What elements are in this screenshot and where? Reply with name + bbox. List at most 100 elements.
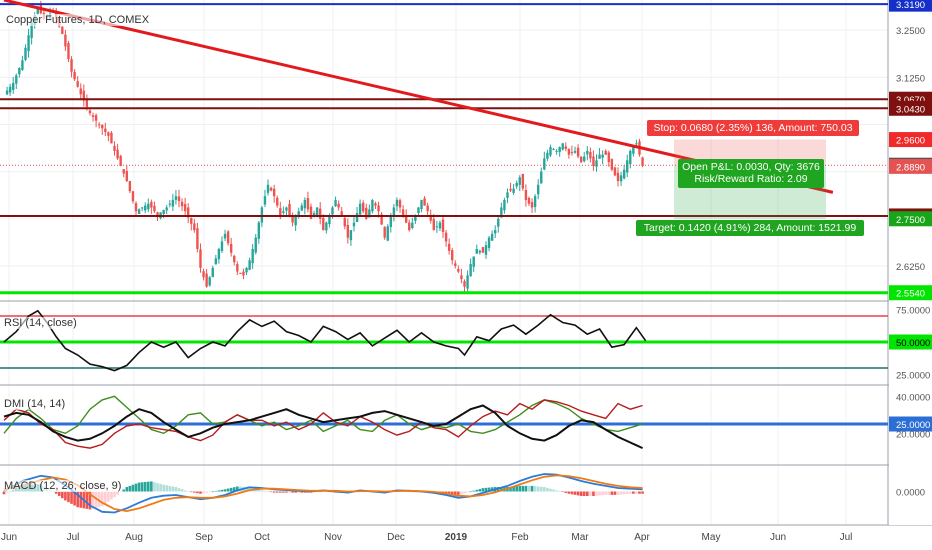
macd-histogram-bar — [73, 491, 76, 506]
target-label-text-0: Target: 0.1420 (4.91%) 284, Amount: 1521… — [644, 222, 857, 234]
candle-body — [368, 209, 371, 218]
candle-body — [202, 271, 205, 278]
candle-body — [546, 152, 549, 159]
macd-histogram-bar — [177, 488, 181, 492]
pnl-label-box — [678, 159, 824, 188]
candle-body — [211, 267, 214, 278]
macd-histogram-bar — [457, 491, 460, 495]
candle-body — [518, 177, 521, 185]
macd-histogram-bar — [536, 486, 540, 492]
candle-body — [540, 171, 543, 184]
candle-body — [598, 154, 601, 159]
candle-body — [398, 200, 402, 208]
macd-histogram-bar — [579, 491, 583, 496]
candle-body — [466, 275, 469, 289]
macd-histogram-bar — [85, 491, 89, 509]
macd-histogram-bar — [174, 487, 178, 492]
macd-title: MACD (12, 26, close, 9) — [4, 480, 122, 492]
candle-body — [371, 199, 374, 212]
macd-histogram-bar — [288, 491, 291, 493]
stop-label-text-0: Stop: 0.0680 (2.35%) 136, Amount: 750.03 — [653, 122, 852, 134]
candle-body — [334, 199, 337, 207]
candle-body — [67, 43, 70, 60]
macd-histogram-bar — [515, 486, 518, 492]
candle-body — [245, 267, 248, 273]
macd-histogram-bar — [226, 488, 230, 492]
macd-histogram-bar — [272, 491, 276, 493]
dmi-pane[interactable] — [0, 395, 888, 450]
candle-body — [441, 219, 445, 232]
candle-body — [512, 188, 515, 193]
candle-body — [641, 157, 644, 166]
macd-histogram-bar — [484, 487, 488, 492]
candle-body — [312, 213, 316, 216]
candle-body — [306, 198, 310, 210]
macd-histogram-bar — [533, 486, 537, 492]
rsi-badge-bg — [889, 334, 932, 350]
candle-body — [12, 82, 15, 90]
rsi-title: RSI (14, close) — [4, 317, 77, 329]
candle-body — [266, 184, 270, 193]
macd-histogram-bar — [196, 491, 199, 494]
macd-histogram-bar — [217, 490, 221, 492]
candle-body — [346, 225, 350, 238]
macd-histogram-bar — [236, 486, 239, 492]
macd-histogram-bar — [638, 491, 641, 494]
macd-histogram-bar — [88, 491, 92, 510]
candle-body — [570, 152, 574, 154]
price-pane[interactable] — [0, 0, 888, 295]
level-badge-3.3190-bg — [889, 0, 932, 12]
candle-body — [36, 7, 39, 14]
price-tick: 2.6250 — [896, 262, 925, 273]
candle-body — [567, 148, 571, 155]
dmi-badge: 25.0000 — [896, 420, 930, 431]
time-axis[interactable]: Jun Jul Aug Sep Oct Nov Dec 2019 Feb Mar Apr May Jun… — [1, 532, 852, 543]
candle-body — [524, 190, 528, 200]
candle-body — [199, 249, 202, 268]
candle-body — [377, 205, 380, 212]
candle-body — [438, 222, 442, 229]
candle-body — [94, 115, 98, 121]
macd-histogram-bar — [279, 491, 282, 493]
candle-body — [361, 202, 365, 212]
macd-histogram-bar — [104, 491, 107, 504]
macd-pane[interactable] — [2, 473, 644, 514]
macd-histogram-bar — [447, 491, 451, 495]
pnl-label-text-0: Open P&L: 0.0030, Qty: 3676 — [682, 161, 820, 173]
candle-body — [444, 232, 448, 242]
macd-histogram-bar — [586, 491, 589, 496]
macd-histogram-bar — [294, 491, 297, 493]
macd-histogram-bar — [156, 483, 159, 492]
candle-body — [622, 169, 626, 179]
candle-body — [97, 124, 101, 126]
macd-histogram-bar — [171, 486, 175, 492]
macd-histogram-bar — [564, 491, 568, 493]
candle-body — [70, 59, 73, 72]
rsi-line — [3, 309, 647, 372]
candle-body — [291, 216, 294, 223]
target-label-box — [636, 220, 864, 236]
macd-histogram-bar — [524, 485, 528, 492]
candle-body — [527, 197, 531, 204]
macd-histogram-bar — [137, 482, 141, 492]
macd-histogram-bar — [107, 491, 110, 502]
macd-histogram-bar — [122, 489, 126, 492]
candle-body — [24, 47, 27, 60]
candle-body — [583, 156, 586, 162]
level-badge-2.5540-bg — [889, 285, 932, 301]
candle-body — [613, 167, 617, 176]
macd-histogram-bar — [475, 489, 479, 492]
candle-body — [475, 248, 478, 254]
macd-histogram-bar — [220, 489, 224, 492]
candle-body — [315, 207, 319, 216]
macd-histogram-bar — [539, 486, 543, 492]
candle-body — [180, 201, 184, 207]
candle-body — [18, 67, 21, 75]
macd-histogram-bar — [472, 490, 476, 492]
macd-histogram-bar — [116, 491, 119, 495]
candle-body — [236, 264, 239, 272]
rsi-pane[interactable] — [0, 309, 888, 372]
macd-histogram-bar — [619, 491, 623, 495]
candle-body — [484, 245, 488, 255]
